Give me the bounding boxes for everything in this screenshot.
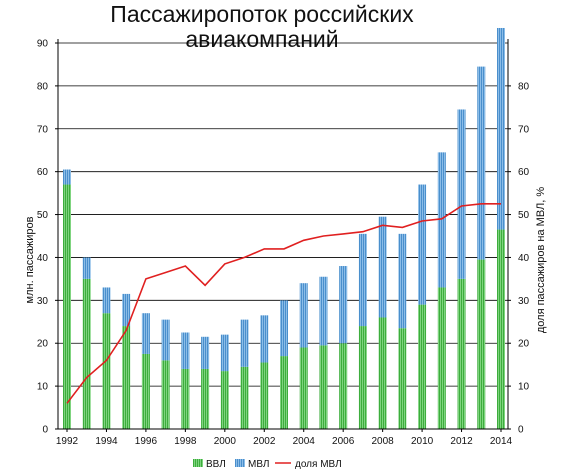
legend-swatch-vvl	[193, 459, 203, 467]
bar-mvl	[497, 27, 505, 230]
x-tick-label: 2004	[293, 436, 316, 447]
share-line-path	[66, 203, 501, 404]
bar-mvl	[82, 257, 91, 279]
bar-mvl	[358, 233, 367, 327]
bar-vvl	[358, 326, 367, 429]
x-tick-label: 1996	[135, 436, 158, 447]
bar-vvl	[141, 353, 150, 429]
bar-vvl	[82, 278, 91, 429]
left-tick-label: 40	[37, 253, 49, 264]
left-tick-label: 90	[37, 39, 49, 50]
bar-vvl	[339, 343, 348, 429]
chart-title-line-2: авиакомпаний	[185, 26, 338, 52]
bar-vvl	[63, 184, 71, 429]
legend-label-mvl: МВЛ	[248, 459, 269, 470]
bar-vvl	[161, 360, 170, 429]
share-line	[66, 203, 501, 404]
gridlines	[58, 42, 508, 387]
right-tick-label: 80	[518, 81, 530, 92]
right-tick-label: 70	[518, 124, 530, 135]
x-tick-label: 2010	[411, 436, 434, 447]
bar-vvl	[418, 304, 427, 429]
bar-vvl	[299, 347, 308, 429]
bar-mvl	[122, 293, 131, 327]
right-axis-label: доля пассажиров на МВЛ, %	[535, 187, 547, 334]
x-tick-label: 2012	[450, 436, 473, 447]
bar-mvl	[280, 300, 288, 357]
bar-vvl	[260, 362, 269, 429]
right-tick-label: 40	[518, 253, 530, 264]
left-axis-ticks: 0 10 20 30 40 50 60 70 80 90	[37, 39, 58, 436]
right-tick-label: 20	[518, 339, 530, 350]
x-tick-label: 2000	[214, 436, 237, 447]
bar-mvl	[299, 283, 308, 348]
bar-mvl	[260, 315, 269, 363]
bar-mvl	[319, 276, 328, 346]
bars	[63, 27, 505, 429]
bar-mvl	[437, 152, 446, 288]
right-tick-label: 0	[518, 425, 524, 436]
legend-label-share: доля МВЛ	[295, 459, 342, 470]
bar-mvl	[418, 184, 427, 305]
bar-mvl	[378, 216, 387, 318]
bar-mvl	[201, 336, 210, 369]
x-tick-label: 1992	[56, 436, 79, 447]
bar-vvl	[220, 371, 229, 429]
right-tick-label: 50	[518, 210, 530, 221]
bar-vvl	[201, 368, 210, 429]
bar-vvl	[477, 259, 486, 429]
chart-title-line-1: Пассажиропоток российских	[110, 1, 414, 27]
legend-swatch-mvl	[235, 459, 245, 467]
left-axis-label: млн. пассажиров	[24, 216, 36, 303]
left-tick-label: 0	[42, 425, 48, 436]
axes	[57, 39, 509, 430]
bar-vvl	[181, 368, 190, 429]
bar-mvl	[477, 66, 486, 260]
bar-vvl	[457, 278, 466, 429]
right-axis-ticks: 0 10 20 30 40 50 60 70 80	[508, 81, 530, 436]
legend: ВВЛ МВЛ доля МВЛ	[193, 459, 342, 470]
bar-mvl	[457, 109, 466, 279]
right-tick-label: 60	[518, 167, 530, 178]
bar-vvl	[122, 326, 131, 429]
bar-vvl	[378, 317, 387, 429]
bar-vvl	[280, 356, 288, 429]
x-tick-label: 2014	[490, 436, 513, 447]
x-tick-label: 2006	[332, 436, 355, 447]
bar-mvl	[339, 266, 348, 344]
bar-vvl	[319, 345, 328, 429]
left-tick-label: 30	[37, 296, 49, 307]
bar-mvl	[63, 169, 71, 185]
x-axis-ticks: 1992 1994 1996 1998 2000 2002 2004 2006 2008 2010…	[56, 429, 513, 447]
left-tick-label: 60	[37, 167, 49, 178]
bar-mvl	[398, 233, 407, 329]
bar-vvl	[240, 366, 249, 429]
bar-mvl	[240, 319, 249, 367]
bar-mvl	[220, 334, 229, 372]
x-tick-label: 1994	[95, 436, 118, 447]
bar-mvl	[161, 319, 170, 361]
bar-vvl	[102, 313, 111, 429]
left-tick-label: 20	[37, 339, 49, 350]
left-tick-label: 80	[37, 81, 49, 92]
left-tick-label: 70	[37, 124, 49, 135]
legend-label-vvl: ВВЛ	[206, 459, 226, 470]
x-tick-label: 2008	[372, 436, 395, 447]
left-tick-label: 50	[37, 210, 49, 221]
bar-mvl	[141, 313, 150, 354]
bar-mvl	[181, 332, 190, 369]
bar-mvl	[102, 287, 111, 314]
bar-vvl	[497, 229, 505, 429]
right-tick-label: 30	[518, 296, 530, 307]
right-tick-label: 10	[518, 382, 530, 393]
x-tick-label: 1998	[174, 436, 197, 447]
left-tick-label: 10	[37, 382, 49, 393]
bar-vvl	[437, 287, 446, 429]
x-tick-label: 2002	[253, 436, 276, 447]
bar-vvl	[398, 328, 407, 429]
